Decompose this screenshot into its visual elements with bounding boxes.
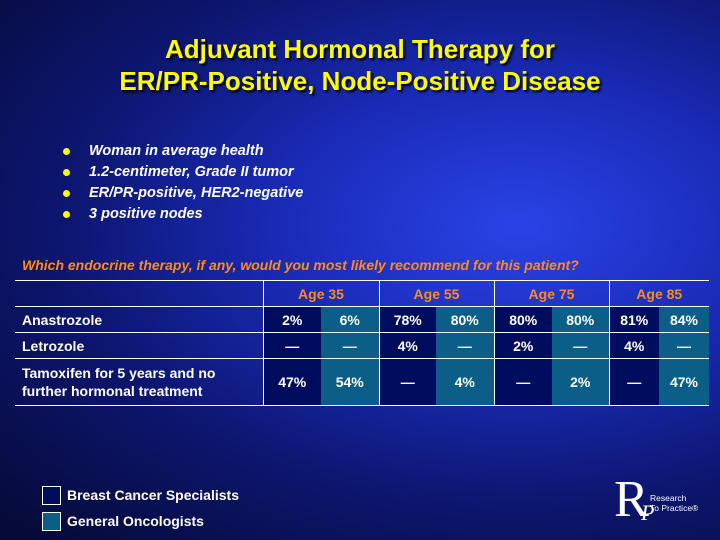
value-cell: 80% [493, 306, 552, 333]
value-cell: 47% [659, 358, 709, 406]
survey-question: Which endocrine therapy, if any, would y… [22, 257, 579, 273]
age-55-header: Age 55 [378, 280, 494, 307]
legend-label-oncologists: General Oncologists [67, 513, 204, 529]
bullet-item: 3 positive nodes [62, 204, 303, 225]
header-blank-cell [15, 280, 263, 307]
value-cell: 6% [321, 306, 379, 333]
value-cell: 2% [262, 306, 321, 333]
slide-title-line-1: Adjuvant Hormonal Therapy for [164, 34, 556, 64]
row-label-anastrozole: Anastrozole [15, 306, 263, 333]
value-cell: — [493, 358, 552, 406]
bullet-item: 1.2-centimeter, Grade II tumor [62, 162, 303, 183]
value-cell: 47% [262, 358, 321, 406]
value-cell: — [659, 332, 709, 359]
table-header-row: Age 35 Age 55 Age 75 Age 85 [15, 280, 709, 307]
legend-label-specialists: Breast Cancer Specialists [67, 487, 239, 503]
slide-title-line-2: ER/PR-Positive, Node-Positive Disease [119, 66, 601, 96]
value-cell: — [436, 332, 494, 359]
value-cell: 4% [436, 358, 494, 406]
table-row-letrozole: Letrozole — — 4% — 2% — 4% — [15, 332, 709, 359]
value-cell: 81% [608, 306, 659, 333]
row-label-tamoxifen: Tamoxifen for 5 years and no further hor… [15, 358, 263, 406]
age-75-header: Age 75 [493, 280, 609, 307]
bullet-item: ER/PR-positive, HER2-negative [62, 183, 303, 204]
value-cell: 4% [378, 332, 436, 359]
value-cell: — [321, 332, 379, 359]
row-label-line-1: Tamoxifen for 5 years and no [22, 365, 216, 381]
age-85-header: Age 85 [608, 280, 709, 307]
legend-swatch-specialists [42, 486, 61, 505]
value-cell: — [608, 358, 659, 406]
value-cell: — [378, 358, 436, 406]
research-to-practice-logo: R P Research To Practice® [614, 471, 704, 530]
value-cell: 2% [493, 332, 552, 359]
logo-letter-p: P [641, 500, 655, 525]
value-cell: — [552, 332, 609, 359]
value-cell: 2% [552, 358, 609, 406]
row-label-line-2: further hormonal treatment [22, 383, 203, 399]
table-row-tamoxifen: Tamoxifen for 5 years and no further hor… [15, 358, 709, 406]
logo-letter-r: R [614, 471, 649, 528]
value-cell: 80% [436, 306, 494, 333]
table-row-anastrozole: Anastrozole 2% 6% 78% 80% 80% 80% 81% 84… [15, 306, 709, 333]
value-cell: 4% [608, 332, 659, 359]
legend-swatch-oncologists [42, 512, 61, 531]
value-cell: — [262, 332, 321, 359]
value-cell: 84% [659, 306, 709, 333]
results-table: Age 35 Age 55 Age 75 Age 85 Anastrozole … [15, 280, 709, 406]
bullet-item: Woman in average health [62, 141, 303, 162]
value-cell: 78% [378, 306, 436, 333]
value-cell: 54% [321, 358, 379, 406]
case-bullet-list: Woman in average health 1.2-centimeter, … [62, 141, 303, 225]
value-cell: 80% [552, 306, 609, 333]
row-label-letrozole: Letrozole [15, 332, 263, 359]
logo-text-line-1: Research [650, 493, 687, 503]
slide-title: Adjuvant Hormonal Therapy for ER/PR-Posi… [0, 33, 720, 97]
logo-text-line-2: To Practice® [650, 503, 699, 513]
age-35-header: Age 35 [262, 280, 379, 307]
